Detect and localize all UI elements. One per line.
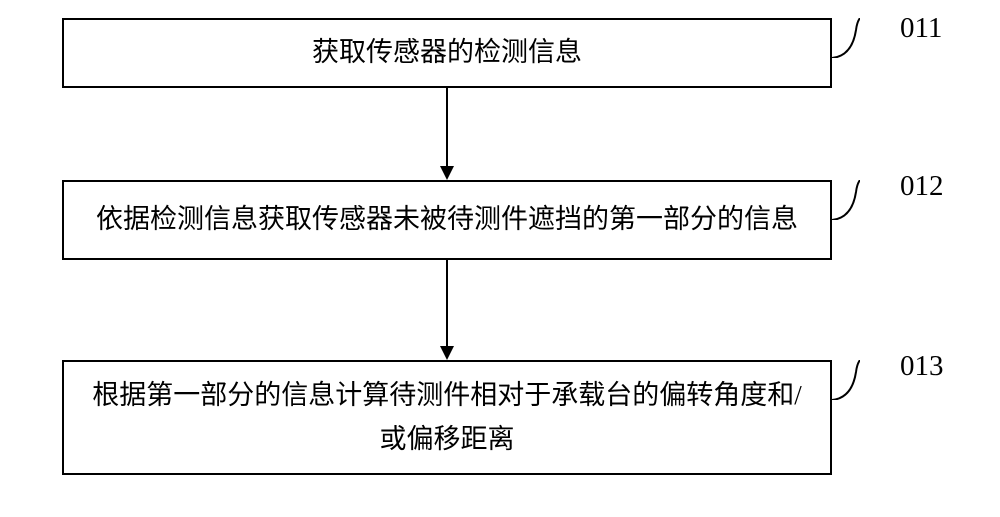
flow-step-1-text: 获取传感器的检测信息	[312, 31, 582, 74]
arrow-1-to-2	[437, 88, 457, 180]
brace-1	[832, 18, 860, 58]
step-label-2: 012	[900, 170, 944, 203]
step-label-3-text: 013	[900, 350, 944, 382]
flowchart-container: 获取传感器的检测信息 011 依据检测信息获取传感器未被待测件遮挡的第一部分的信…	[0, 0, 1000, 517]
step-label-2-text: 012	[900, 170, 944, 202]
flow-step-3-text: 根据第一部分的信息计算待测件相对于承载台的偏转角度和/或偏移距离	[80, 374, 814, 460]
flow-step-1: 获取传感器的检测信息	[62, 18, 832, 88]
step-label-3: 013	[900, 350, 944, 383]
brace-3	[832, 360, 860, 400]
flow-step-2-text: 依据检测信息获取传感器未被待测件遮挡的第一部分的信息	[96, 198, 798, 241]
step-label-1-text: 011	[900, 12, 942, 44]
step-label-1: 011	[900, 12, 942, 45]
flow-step-2: 依据检测信息获取传感器未被待测件遮挡的第一部分的信息	[62, 180, 832, 260]
brace-2	[832, 180, 860, 220]
flow-step-3: 根据第一部分的信息计算待测件相对于承载台的偏转角度和/或偏移距离	[62, 360, 832, 475]
arrow-2-to-3	[437, 260, 457, 360]
